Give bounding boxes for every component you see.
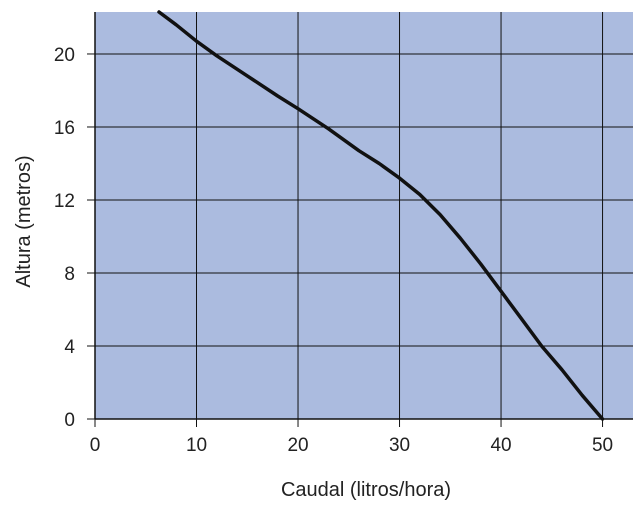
y-tick-label: 0	[64, 410, 75, 431]
x-tick-label: 40	[490, 435, 511, 456]
y-tick-label: 20	[54, 45, 75, 66]
series-layer	[157, 10, 605, 421]
x-tick-label: 30	[389, 435, 410, 456]
x-tick-label: 50	[592, 435, 613, 456]
plot-background	[95, 12, 633, 419]
x-tick-label: 10	[186, 435, 207, 456]
axis-ticks	[87, 12, 633, 427]
x-axis-title: Caudal (litros/hora)	[281, 479, 451, 501]
tick-labels: 0 10 20 30 40 50 0 4 8 12 16 20	[54, 45, 613, 456]
y-tick-label: 12	[54, 191, 75, 212]
grid	[95, 12, 633, 419]
y-axis-title: Altura (metros)	[13, 155, 35, 287]
x-tick-label: 20	[287, 435, 308, 456]
series-line-0	[157, 10, 605, 421]
y-tick-label: 16	[54, 118, 75, 139]
x-tick-label: 0	[90, 435, 101, 456]
y-tick-label: 4	[64, 337, 75, 358]
y-tick-label: 8	[64, 264, 75, 285]
